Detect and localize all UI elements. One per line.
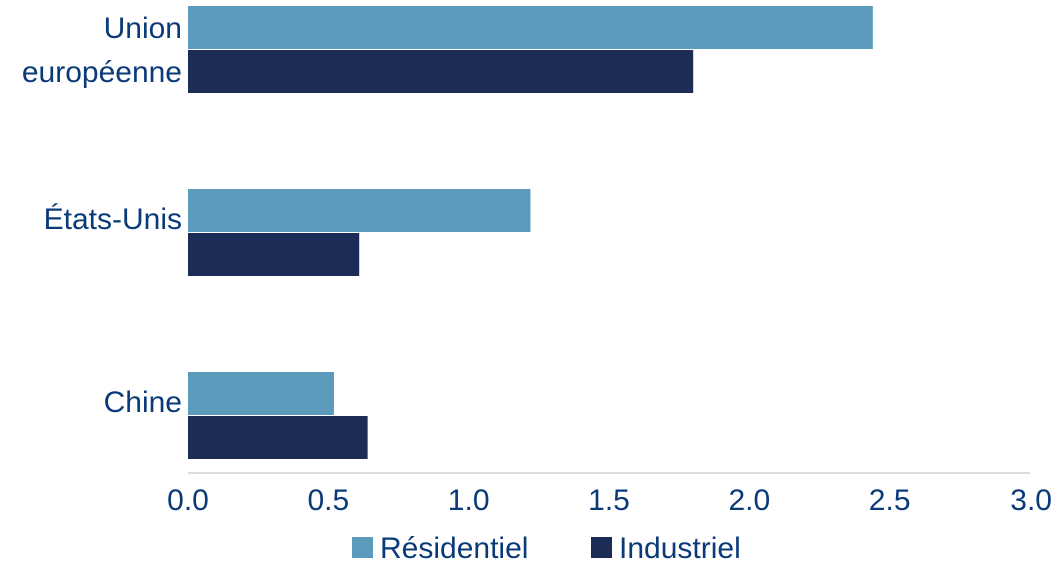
bar-industriel-0 <box>188 50 694 93</box>
x-tick-label-0: 0.0 <box>167 484 209 517</box>
x-tick-label-5: 2.5 <box>869 484 911 517</box>
legend-swatch-1 <box>591 537 612 558</box>
category-label-1-0: États-Unis <box>44 203 182 236</box>
bar-industriel-1 <box>188 233 360 276</box>
x-tick-label-4: 2.0 <box>728 484 770 517</box>
x-tick-labels: 0.0 0.5 1.0 1.5 2.0 2.5 3.0 <box>167 484 1052 517</box>
legend-label-1: Industriel <box>619 532 741 565</box>
bar-residentiel-1 <box>188 189 531 232</box>
category-labels: Union européenne États-Unis Chine <box>22 12 182 419</box>
bar-residentiel-2 <box>188 372 334 415</box>
x-tick-label-1: 0.5 <box>307 484 349 517</box>
legend-swatch-0 <box>352 537 373 558</box>
bars-group <box>188 6 873 459</box>
x-tick-label-3: 1.5 <box>588 484 630 517</box>
x-tick-label-6: 3.0 <box>1010 484 1052 517</box>
x-tick-label-2: 1.0 <box>448 484 490 517</box>
legend: Résidentiel Industriel <box>352 532 741 565</box>
legend-label-0: Résidentiel <box>380 532 528 565</box>
bar-residentiel-0 <box>188 6 873 49</box>
bar-industriel-2 <box>188 416 368 459</box>
category-label-0-1: européenne <box>22 56 182 89</box>
category-label-0-0: Union <box>104 12 182 45</box>
category-label-2-0: Chine <box>104 386 182 419</box>
